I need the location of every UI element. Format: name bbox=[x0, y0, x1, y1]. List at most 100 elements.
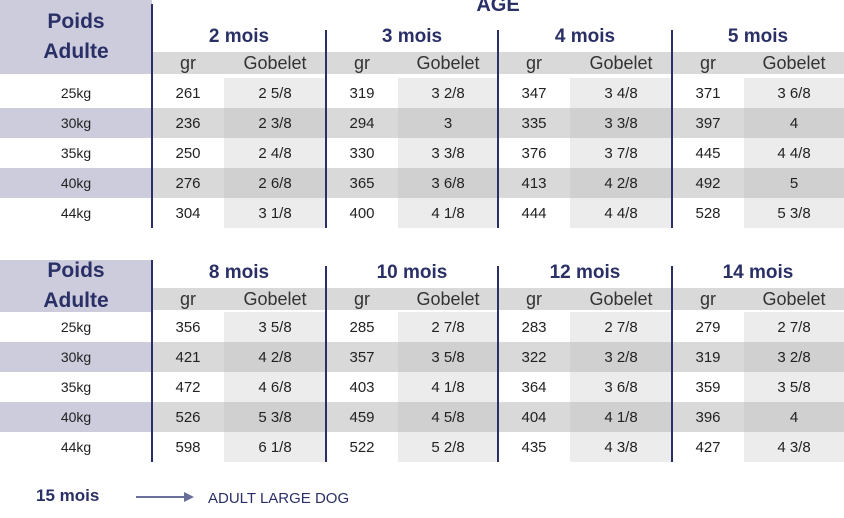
cup-cell: 4 2/8 bbox=[570, 168, 672, 198]
month-header: 10 mois bbox=[376, 262, 448, 283]
cup-cell: 4 4/8 bbox=[744, 138, 844, 168]
column-divider bbox=[671, 30, 673, 228]
col-header-gobelet: Gobelet bbox=[224, 288, 326, 310]
cup-cell: 4 bbox=[744, 402, 844, 432]
grams-cell: 330 bbox=[349, 144, 375, 162]
month-header: 3 mois bbox=[381, 26, 443, 47]
cup-cell: 4 2/8 bbox=[224, 342, 326, 372]
footer-age: 15 mois bbox=[36, 486, 100, 505]
table-row: 40kg 526 5 3/8 459 4 5/8 404 4 1/8 396 4 bbox=[0, 402, 844, 432]
column-divider bbox=[325, 266, 327, 462]
weight-cell: 30kg bbox=[0, 342, 152, 372]
cup-cell: 4 1/8 bbox=[398, 372, 498, 402]
col-header-gr: gr bbox=[326, 52, 398, 74]
grams-cell: 357 bbox=[349, 348, 375, 366]
grams-cell: 261 bbox=[175, 84, 201, 102]
cup-cell: 3 5/8 bbox=[744, 372, 844, 402]
arrow-right-icon bbox=[136, 492, 194, 502]
cup-cell: 4 5/8 bbox=[398, 402, 498, 432]
grams-cell: 403 bbox=[349, 378, 375, 396]
col-header-gobelet: Gobelet bbox=[570, 52, 672, 74]
col-header-gobelet: Gobelet bbox=[224, 52, 326, 74]
weight-header-line2: Adulte bbox=[43, 289, 109, 312]
grams-cell: 283 bbox=[521, 318, 547, 336]
col-header-gr: gr bbox=[498, 288, 570, 310]
grams-cell: 304 bbox=[175, 204, 201, 222]
cup-cell: 3 3/8 bbox=[398, 138, 498, 168]
weight-cell: 30kg bbox=[0, 108, 152, 138]
col-header-gr: gr bbox=[326, 288, 398, 310]
footer-text: ADULT LARGE DOG bbox=[208, 490, 350, 507]
grams-cell: 492 bbox=[695, 174, 721, 192]
grams-cell: 445 bbox=[695, 144, 721, 162]
table-row: 44kg 304 3 1/8 400 4 1/8 444 4 4/8 528 5 3/8 bbox=[0, 198, 844, 228]
cup-cell: 5 3/8 bbox=[744, 198, 844, 228]
grams-cell: 421 bbox=[175, 348, 201, 366]
cup-cell: 4 1/8 bbox=[398, 198, 498, 228]
cup-cell: 3 2/8 bbox=[570, 342, 672, 372]
month-header: 4 mois bbox=[554, 26, 616, 47]
month-header: 14 mois bbox=[722, 262, 794, 283]
col-header-gr: gr bbox=[672, 52, 744, 74]
table-row: 35kg 472 4 6/8 403 4 1/8 364 3 6/8 359 3 5/8 bbox=[0, 372, 844, 402]
weight-header: Poids Adulte bbox=[0, 0, 152, 74]
weight-header: Poids Adulte bbox=[0, 259, 152, 312]
weight-header-line2: Adulte bbox=[43, 40, 109, 63]
weight-cell: 40kg bbox=[0, 402, 152, 432]
cup-cell: 4 bbox=[744, 108, 844, 138]
col-header-gr: gr bbox=[672, 288, 744, 310]
feeding-table-1: Poids Adulte ÂGE 2 mois 3 mois 4 mois 5 … bbox=[0, 0, 844, 230]
cup-cell: 5 3/8 bbox=[224, 402, 326, 432]
cup-cell: 3 1/8 bbox=[224, 198, 326, 228]
cup-cell: 5 2/8 bbox=[398, 432, 498, 462]
grams-cell: 396 bbox=[695, 408, 721, 426]
grams-cell: 319 bbox=[695, 348, 721, 366]
weight-cell: 40kg bbox=[0, 168, 152, 198]
cup-cell: 3 3/8 bbox=[570, 108, 672, 138]
weight-header-line1: Poids bbox=[47, 10, 105, 33]
table-row: 30kg 236 2 3/8 294 3 335 3 3/8 397 4 bbox=[0, 108, 844, 138]
grams-cell: 400 bbox=[349, 204, 375, 222]
grams-cell: 359 bbox=[695, 378, 721, 396]
grams-cell: 526 bbox=[175, 408, 201, 426]
grams-cell: 397 bbox=[695, 114, 721, 132]
cup-cell: 3 bbox=[398, 108, 498, 138]
cup-cell: 2 3/8 bbox=[224, 108, 326, 138]
grams-cell: 404 bbox=[521, 408, 547, 426]
grams-cell: 356 bbox=[175, 318, 201, 336]
grams-cell: 598 bbox=[175, 438, 201, 456]
grams-cell: 279 bbox=[695, 318, 721, 336]
grams-cell: 335 bbox=[521, 114, 547, 132]
grams-cell: 322 bbox=[521, 348, 547, 366]
grams-cell: 319 bbox=[349, 84, 375, 102]
weight-header-line1: Poids bbox=[47, 259, 105, 282]
cup-cell: 4 3/8 bbox=[570, 432, 672, 462]
col-header-gr: gr bbox=[152, 52, 224, 74]
weight-cell: 44kg bbox=[60, 439, 92, 455]
column-divider bbox=[325, 30, 327, 228]
grams-cell: 413 bbox=[521, 174, 547, 192]
grams-cell: 364 bbox=[521, 378, 547, 396]
cup-cell: 2 7/8 bbox=[570, 312, 672, 342]
cup-cell: 3 5/8 bbox=[224, 312, 326, 342]
weight-cell: 44kg bbox=[60, 205, 92, 221]
cup-cell: 4 3/8 bbox=[744, 432, 844, 462]
column-divider bbox=[497, 30, 499, 228]
table-row: 25kg 261 2 5/8 319 3 2/8 347 3 4/8 371 3 6/8 bbox=[0, 78, 844, 108]
grams-cell: 285 bbox=[349, 318, 375, 336]
grams-cell: 276 bbox=[175, 174, 201, 192]
col-header-gr: gr bbox=[498, 52, 570, 74]
col-header-gobelet: Gobelet bbox=[744, 52, 844, 74]
table-row: 30kg 421 4 2/8 357 3 5/8 322 3 2/8 319 3 2/8 bbox=[0, 342, 844, 372]
grams-cell: 444 bbox=[521, 204, 547, 222]
grams-cell: 371 bbox=[695, 84, 721, 102]
cup-cell: 3 6/8 bbox=[398, 168, 498, 198]
table-row: 35kg 250 2 4/8 330 3 3/8 376 3 7/8 445 4 4/8 bbox=[0, 138, 844, 168]
column-divider bbox=[671, 266, 673, 462]
col-header-gobelet: Gobelet bbox=[398, 52, 498, 74]
weight-cell: 35kg bbox=[60, 379, 92, 395]
cup-cell: 2 5/8 bbox=[224, 78, 326, 108]
weight-cell: 25kg bbox=[60, 319, 92, 335]
cup-cell: 3 6/8 bbox=[744, 78, 844, 108]
cup-cell: 3 6/8 bbox=[570, 372, 672, 402]
